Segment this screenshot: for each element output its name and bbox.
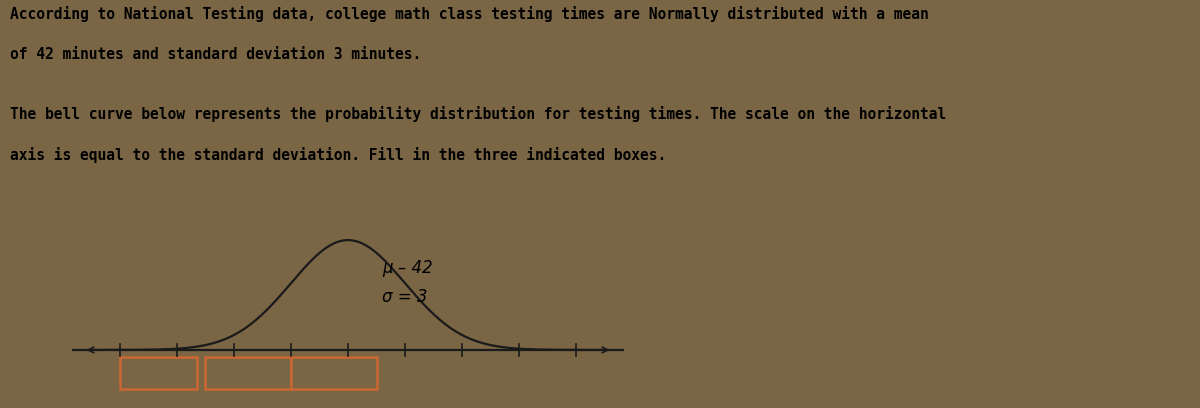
Text: μ – 42: μ – 42 [383,259,433,277]
FancyBboxPatch shape [205,357,290,390]
Text: According to National Testing data, college math class testing times are Normall: According to National Testing data, coll… [10,6,929,22]
Text: The bell curve below represents the probability distribution for testing times. : The bell curve below represents the prob… [10,106,946,122]
Text: of 42 minutes and standard deviation 3 minutes.: of 42 minutes and standard deviation 3 m… [10,47,421,62]
FancyBboxPatch shape [120,357,197,390]
FancyBboxPatch shape [290,357,377,390]
Text: axis is equal to the standard deviation. Fill in the three indicated boxes.: axis is equal to the standard deviation.… [10,147,666,163]
Text: σ = 3: σ = 3 [383,288,427,306]
